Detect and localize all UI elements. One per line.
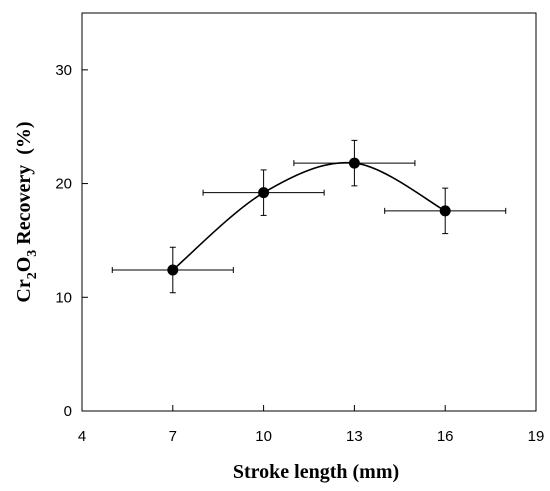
x-tick-label: 19: [528, 428, 545, 445]
x-tick-label: 10: [255, 428, 272, 445]
y-tick-label: 10: [55, 289, 72, 306]
y-axis-title: Cr2O3 Recovery (%): [13, 121, 40, 302]
plot-frame: [81, 12, 537, 412]
x-tick-label: 4: [78, 428, 86, 445]
y-tick-label: 20: [55, 176, 72, 193]
data-points: [167, 157, 451, 276]
data-point: [439, 205, 451, 217]
data-point: [348, 157, 360, 169]
data-point: [167, 264, 179, 276]
fit-curve: [172, 161, 446, 271]
y-tick-label: 0: [64, 403, 72, 420]
y-axis-ticks: 0 10 20 30: [55, 62, 88, 420]
x-axis-title: Stroke length (mm): [233, 461, 399, 483]
data-point: [258, 187, 270, 199]
x-tick-label: 13: [346, 428, 363, 445]
y-tick-label: 30: [55, 62, 72, 79]
x-tick-label: 7: [169, 428, 177, 445]
x-tick-label: 16: [437, 428, 454, 445]
x-axis-ticks: 4 7 10 13 16 19: [78, 405, 545, 445]
